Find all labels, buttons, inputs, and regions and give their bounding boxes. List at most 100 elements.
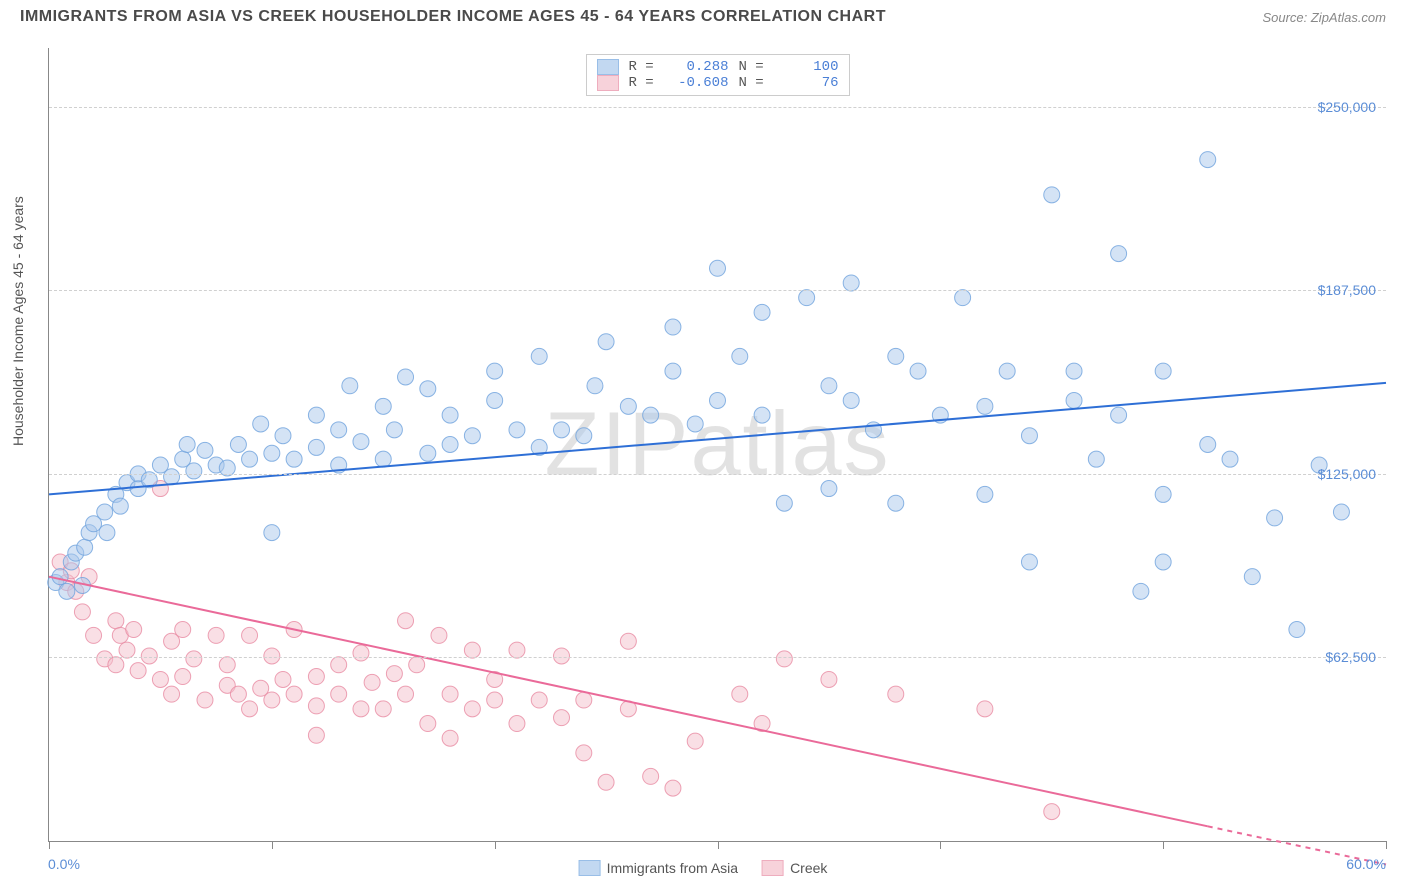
data-point <box>253 416 269 432</box>
data-point <box>1289 622 1305 638</box>
data-point <box>955 290 971 306</box>
data-point <box>186 651 202 667</box>
data-point <box>130 663 146 679</box>
data-point <box>108 613 124 629</box>
data-point <box>464 428 480 444</box>
data-point <box>119 642 135 658</box>
data-point <box>286 686 302 702</box>
data-point <box>331 686 347 702</box>
gridline <box>49 474 1386 475</box>
data-point <box>152 671 168 687</box>
data-point <box>398 613 414 629</box>
data-point <box>1222 451 1238 467</box>
y-tick-label: $187,500 <box>1318 282 1376 298</box>
data-point <box>554 648 570 664</box>
data-point <box>1044 187 1060 203</box>
data-point <box>576 692 592 708</box>
data-point <box>509 422 525 438</box>
gridline <box>49 657 1386 658</box>
data-point <box>710 260 726 276</box>
data-point <box>843 275 859 291</box>
data-point <box>1044 804 1060 820</box>
data-point <box>108 657 124 673</box>
data-point <box>264 648 280 664</box>
data-point <box>375 701 391 717</box>
data-point <box>175 669 191 685</box>
data-point <box>264 525 280 541</box>
data-point <box>531 692 547 708</box>
swatch-creek <box>762 860 784 876</box>
data-point <box>910 363 926 379</box>
data-point <box>141 648 157 664</box>
data-point <box>308 669 324 685</box>
legend-row-creek: R = -0.608 N = 76 <box>597 75 839 91</box>
creek-r-value: -0.608 <box>669 75 729 91</box>
data-point <box>230 686 246 702</box>
legend-item-asia: Immigrants from Asia <box>579 860 738 876</box>
n-label: N = <box>739 75 769 91</box>
data-point <box>398 369 414 385</box>
data-point <box>375 451 391 467</box>
source-link[interactable]: ZipAtlas.com <box>1311 10 1386 25</box>
gridline <box>49 290 1386 291</box>
data-point <box>275 428 291 444</box>
data-point <box>264 445 280 461</box>
x-tick <box>940 841 941 849</box>
data-point <box>665 363 681 379</box>
data-point <box>420 445 436 461</box>
data-point <box>442 437 458 453</box>
data-point <box>1244 569 1260 585</box>
data-point <box>264 692 280 708</box>
data-point <box>431 627 447 643</box>
data-point <box>275 671 291 687</box>
legend-label-creek: Creek <box>790 860 827 876</box>
data-point <box>1111 407 1127 423</box>
data-point <box>598 334 614 350</box>
y-tick-label: $250,000 <box>1318 99 1376 115</box>
data-point <box>1021 428 1037 444</box>
r-label: R = <box>629 75 659 91</box>
data-point <box>242 451 258 467</box>
swatch-creek <box>597 75 619 91</box>
data-point <box>1066 363 1082 379</box>
x-tick <box>49 841 50 849</box>
swatch-asia <box>597 59 619 75</box>
data-point <box>821 481 837 497</box>
data-point <box>754 407 770 423</box>
data-point <box>386 422 402 438</box>
data-point <box>74 604 90 620</box>
data-point <box>509 642 525 658</box>
data-point <box>509 716 525 732</box>
data-point <box>687 416 703 432</box>
data-point <box>59 583 75 599</box>
plot-area: ZIPatlas R = 0.288 N = 100 R = -0.608 N … <box>48 48 1386 842</box>
data-point <box>977 486 993 502</box>
creek-n-value: 76 <box>779 75 839 91</box>
swatch-asia <box>579 860 601 876</box>
data-point <box>420 716 436 732</box>
y-tick-label: $62,500 <box>1325 649 1376 665</box>
data-point <box>164 686 180 702</box>
data-point <box>126 622 142 638</box>
x-max-label: 60.0% <box>1346 856 1386 872</box>
data-point <box>331 422 347 438</box>
data-point <box>442 407 458 423</box>
data-point <box>843 392 859 408</box>
data-point <box>710 392 726 408</box>
data-point <box>464 701 480 717</box>
data-point <box>308 439 324 455</box>
x-tick <box>495 841 496 849</box>
data-point <box>620 633 636 649</box>
x-tick <box>1163 841 1164 849</box>
data-point <box>386 666 402 682</box>
data-point <box>665 780 681 796</box>
data-point <box>643 768 659 784</box>
data-point <box>242 701 258 717</box>
data-point <box>442 730 458 746</box>
data-point <box>99 525 115 541</box>
data-point <box>1155 554 1171 570</box>
data-point <box>364 674 380 690</box>
data-point <box>554 422 570 438</box>
y-tick-label: $125,000 <box>1318 466 1376 482</box>
data-point <box>999 363 1015 379</box>
